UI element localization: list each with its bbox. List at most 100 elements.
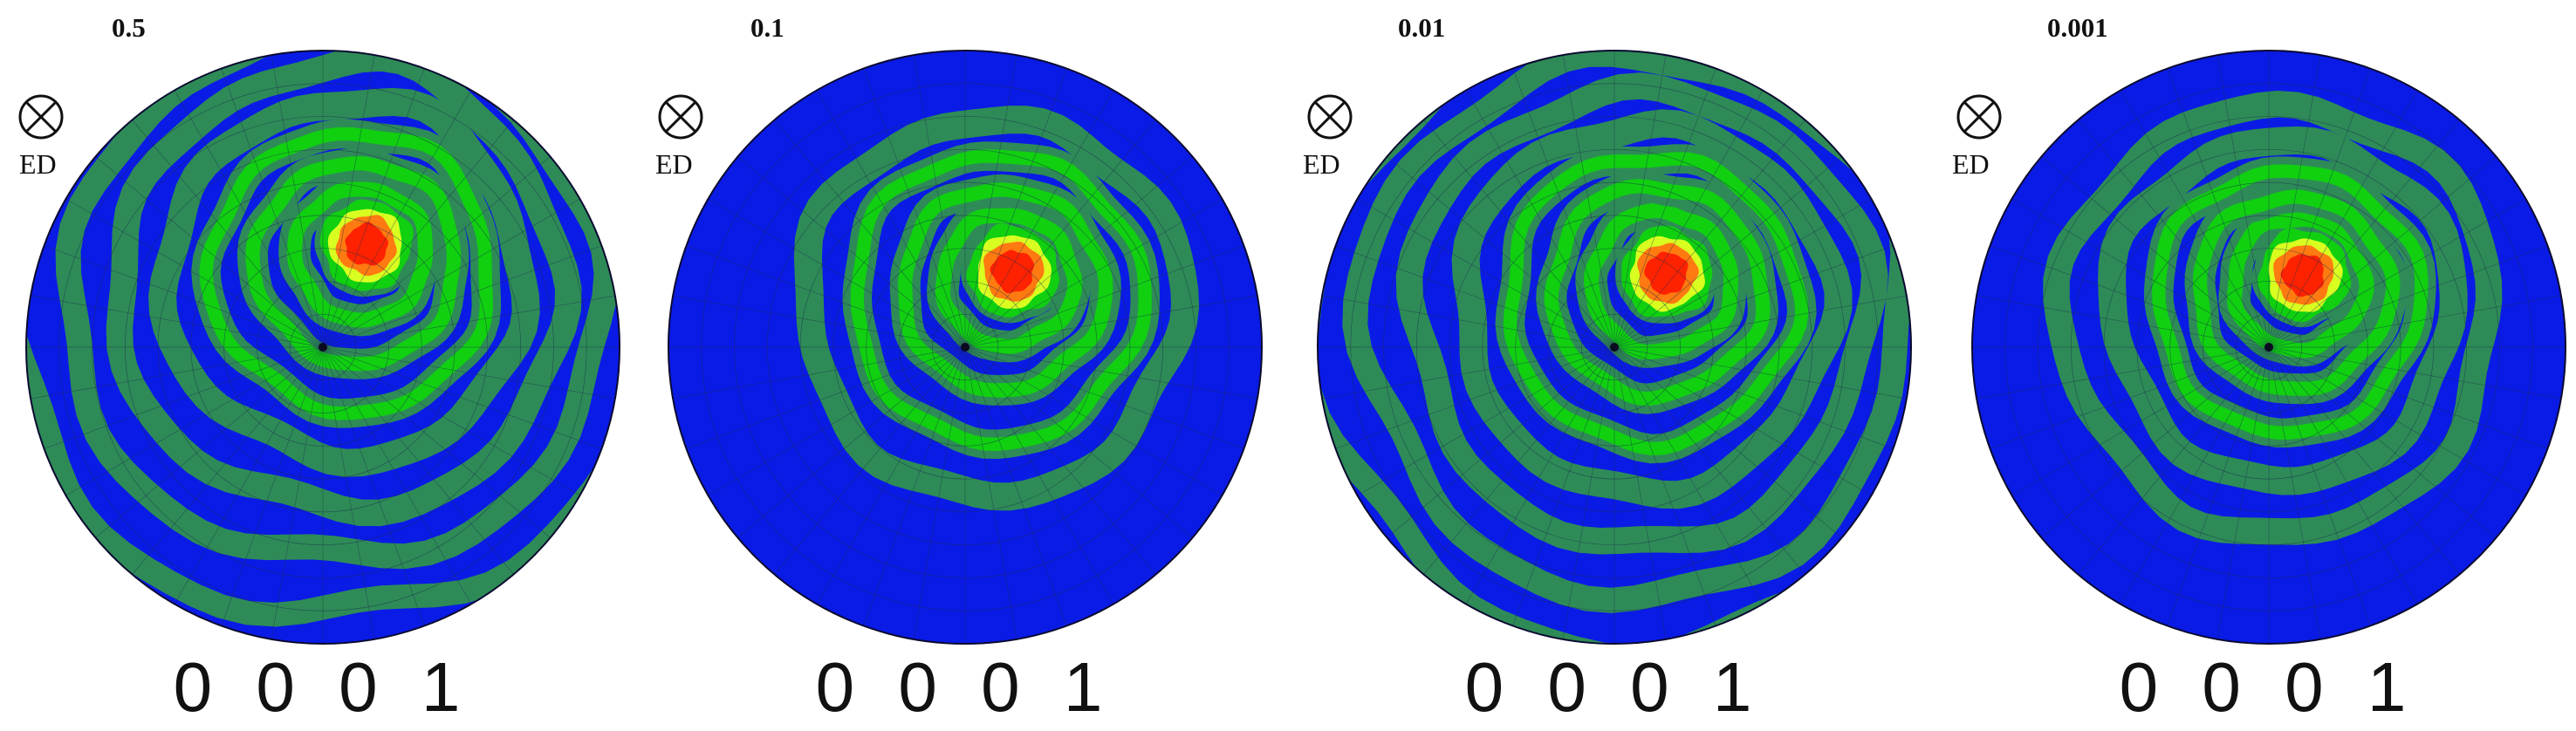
grid-spoke <box>221 346 324 626</box>
grid-spoke <box>1335 346 1615 449</box>
intensity-band-core <box>2152 164 2429 440</box>
peak-red <box>2280 254 2325 297</box>
grid-spoke <box>964 295 1257 348</box>
panel-value-label: 0.5 <box>112 12 146 43</box>
grid-spoke <box>1613 198 1872 348</box>
panel-value-label: 0.1 <box>750 12 784 43</box>
grid-spoke <box>2268 120 2460 348</box>
grid-spoke <box>1613 295 1907 348</box>
grid-spoke <box>2041 156 2270 348</box>
grid-spoke <box>322 295 615 348</box>
grid-spoke <box>1423 120 1615 348</box>
grid-spoke <box>863 68 966 348</box>
intensity-band <box>26 51 620 627</box>
grid-spoke <box>271 55 324 348</box>
grid-spoke <box>1613 346 1894 449</box>
peak-red <box>345 222 388 266</box>
grid-spoke <box>322 68 425 348</box>
grid-spoke <box>964 346 1257 400</box>
grid-spoke <box>2078 346 2270 575</box>
grid-spoke <box>1613 55 1667 348</box>
grid-spoke <box>132 120 324 348</box>
grid-spoke <box>964 346 1114 605</box>
grid-spoke <box>913 55 966 348</box>
grid-spoke <box>708 346 966 496</box>
grid-spoke <box>1613 346 1764 605</box>
grid-spoke <box>31 295 324 348</box>
grid-spoke <box>2268 346 2460 575</box>
grid-spoke <box>1465 90 1615 348</box>
grid-spoke <box>2268 245 2548 348</box>
intensity-band-core <box>245 156 462 372</box>
grid-spoke <box>1613 346 1872 496</box>
grid-spoke <box>221 68 324 348</box>
grid-spoke <box>816 346 966 605</box>
grid-spoke <box>863 346 966 626</box>
grid-spoke <box>322 245 602 348</box>
grid-spoke <box>964 346 1017 639</box>
intensity-band <box>106 51 582 527</box>
grid-spoke <box>1322 295 1615 348</box>
grid-spoke <box>964 90 1114 348</box>
direction-label: ED <box>1303 148 1340 180</box>
grid-spoke <box>322 156 551 348</box>
panel-value-label: 0.01 <box>1398 12 1446 43</box>
pole-figure-panel-1: 0.5 ED 0 0 0 1 <box>0 0 644 731</box>
grid-spoke <box>1613 346 1716 626</box>
intensity-band-core <box>935 208 1083 354</box>
grid-spoke <box>2268 198 2526 348</box>
grid-spoke <box>2011 198 2270 348</box>
into-page-cross-circle-icon <box>1307 94 1353 140</box>
grid-spoke <box>1613 68 1716 348</box>
grid-spoke <box>1387 156 1615 348</box>
grid-spoke <box>737 346 966 538</box>
panel-value-label: 0.001 <box>2047 12 2108 43</box>
direction-label: ED <box>655 148 693 180</box>
pole-index-label: 0 0 0 1 <box>2119 648 2419 726</box>
grid-spoke <box>322 55 375 348</box>
grid-spoke <box>816 90 966 348</box>
disc-center-marker <box>319 343 327 352</box>
intensity-band-core <box>850 149 1152 451</box>
grid-spoke <box>913 346 966 639</box>
pole-figure-panel-2: 0.1 ED 0 0 0 1 <box>644 0 1288 731</box>
grid-spoke <box>2268 156 2497 348</box>
grid-spoke <box>2041 346 2270 538</box>
grid-spoke <box>1613 346 1667 639</box>
grid-spoke <box>964 156 1193 348</box>
grid-spoke <box>174 90 324 348</box>
grid-spoke <box>2268 346 2321 639</box>
peak-red <box>1644 251 1689 295</box>
grid-spoke <box>964 55 1017 348</box>
intensity-band-core <box>2192 189 2401 396</box>
pole-index-label: 0 0 0 1 <box>815 648 1115 726</box>
into-page-cross-circle-icon <box>1956 94 2002 140</box>
grid-spoke <box>322 346 615 400</box>
grid-spoke <box>737 156 966 348</box>
grid-spoke <box>964 346 1223 496</box>
grid-spoke <box>1613 156 1842 348</box>
grid-spoke <box>1562 346 1615 639</box>
grid-spoke <box>2268 68 2371 348</box>
grid-spoke <box>44 245 324 348</box>
into-page-cross-circle-icon <box>18 94 64 140</box>
grid-spoke <box>1990 346 2270 449</box>
grid-spoke <box>2011 346 2270 496</box>
grid-spoke <box>1613 120 1805 348</box>
pole-figure-panel-4: 0.001 ED 0 0 0 1 <box>1932 0 2576 731</box>
grid-spoke <box>2268 346 2418 605</box>
grid-spoke <box>2167 68 2270 348</box>
grid-spoke <box>1562 55 1615 348</box>
disc-outline <box>1971 50 2566 645</box>
grid-spoke <box>322 346 602 449</box>
grid-spoke <box>1335 245 1615 348</box>
intensity-band-core <box>199 126 494 420</box>
peak-red <box>990 249 1034 294</box>
grid-spoke <box>322 346 580 496</box>
grid-spoke <box>2120 90 2270 348</box>
intensity-band <box>1451 109 1853 509</box>
grid-spoke <box>2268 346 2561 400</box>
grid-spoke <box>322 120 514 348</box>
grid-spoke <box>2167 346 2270 626</box>
